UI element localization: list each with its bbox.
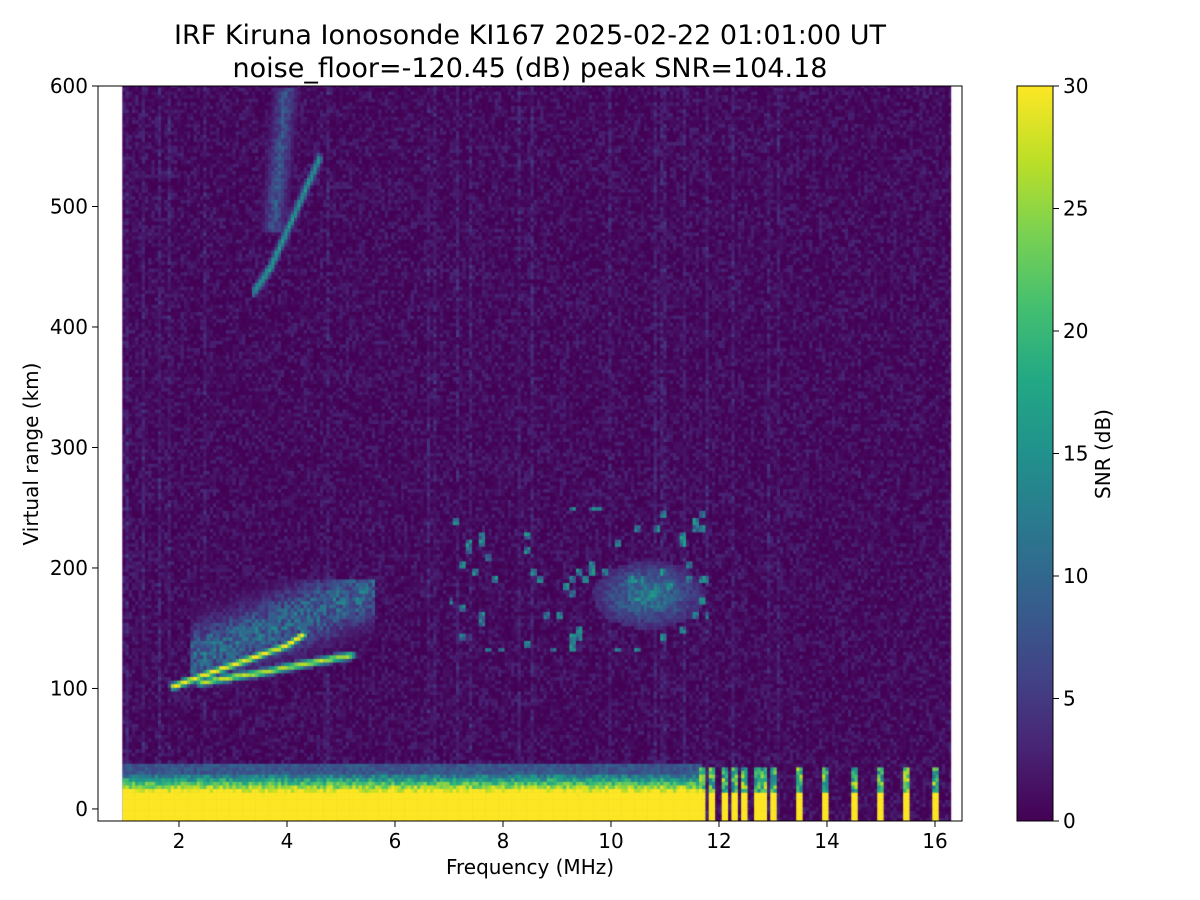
heatmap-cells — [98, 86, 962, 821]
heatmap-image — [98, 86, 962, 821]
y-tick-label: 200 — [50, 556, 88, 580]
y-tick-label: 500 — [50, 194, 88, 218]
chart-title: IRF Kiruna Ionosonde KI167 2025-02-22 01… — [174, 20, 887, 51]
x-axis-label: Frequency (MHz) — [446, 855, 614, 879]
x-tick-label: 4 — [281, 829, 294, 853]
colorbar-tick-label: 15 — [1063, 442, 1088, 466]
x-tick-label: 8 — [497, 829, 510, 853]
y-axis: 0 100 200 300 400 500 600 — [50, 74, 98, 821]
x-tick-label: 12 — [706, 829, 731, 853]
y-tick-label: 400 — [50, 315, 88, 339]
chart-subtitle: noise_floor=-120.45 (dB) peak SNR=104.18 — [233, 53, 828, 84]
y-tick-label: 600 — [50, 74, 88, 98]
x-tick-label: 14 — [814, 829, 839, 853]
colorbar-tick-label: 0 — [1063, 809, 1076, 833]
x-tick-label: 6 — [389, 829, 402, 853]
colorbar-tick-label: 5 — [1063, 687, 1076, 711]
y-tick-label: 100 — [50, 676, 88, 700]
colorbar-tick-label: 30 — [1063, 74, 1088, 98]
y-tick-label: 300 — [50, 435, 88, 459]
colorbar-tick-label: 20 — [1063, 319, 1088, 343]
colorbar-ticks: 0 5 10 15 20 25 30 — [1053, 74, 1088, 833]
x-tick-label: 10 — [598, 829, 623, 853]
y-axis-label: Virtual range (km) — [19, 363, 43, 546]
colorbar-tick-label: 10 — [1063, 564, 1088, 588]
colorbar: 0 5 10 15 20 25 30 SNR (dB) — [1016, 74, 1115, 833]
plot-frame — [97, 85, 963, 822]
x-axis: 2 4 6 8 10 12 14 16 — [173, 821, 948, 853]
x-tick-label: 16 — [922, 829, 947, 853]
colorbar-tick-label: 25 — [1063, 197, 1088, 221]
y-tick-label: 0 — [75, 797, 88, 821]
colorbar-label: SNR (dB) — [1091, 409, 1115, 499]
plot-area — [97, 85, 963, 822]
colorbar-gradient — [1016, 85, 1054, 822]
x-tick-label: 2 — [173, 829, 186, 853]
